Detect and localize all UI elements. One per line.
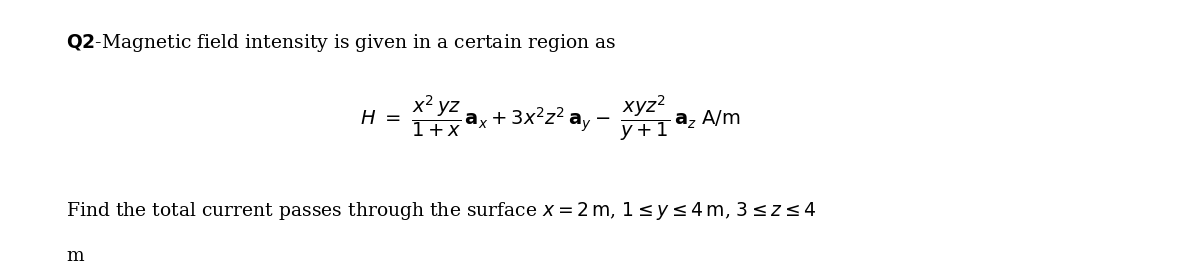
Text: $\mathit{H}\ =\ \dfrac{x^2\,yz}{1+x}\,\mathbf{a}_x + 3x^2z^2\,\mathbf{a}_y -\ \d: $\mathit{H}\ =\ \dfrac{x^2\,yz}{1+x}\,\m…: [360, 93, 740, 143]
Text: m: m: [66, 247, 84, 263]
Text: Find the total current passes through the surface $x=2\,\mathrm{m}$, $1\leq y\le: Find the total current passes through th…: [66, 200, 817, 222]
Text: $\mathbf{Q2}$-Magnetic field intensity is given in a certain region as: $\mathbf{Q2}$-Magnetic field intensity i…: [66, 32, 617, 54]
